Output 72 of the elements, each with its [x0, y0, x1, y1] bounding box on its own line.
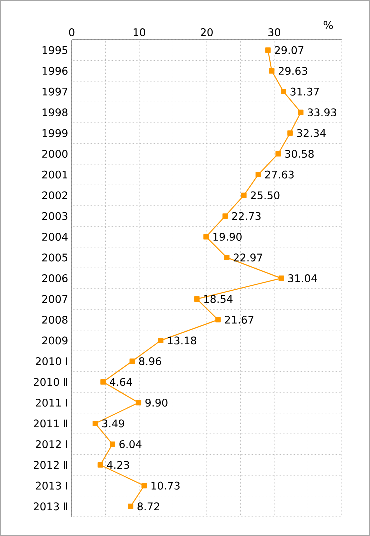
- point: [241, 192, 247, 198]
- data-label: 8.72: [138, 502, 160, 511]
- point: [98, 462, 104, 468]
- y-tick-label: 2010 Ⅰ: [36, 357, 68, 366]
- y-tick-label: 2013 Ⅱ: [34, 502, 68, 511]
- point: [281, 89, 286, 95]
- data-label: 27.63: [265, 170, 294, 179]
- point: [194, 296, 200, 302]
- data-label: 6.04: [120, 440, 142, 448]
- y-tick-label: 2002: [42, 192, 68, 200]
- y-tick-label: 1999: [42, 129, 68, 138]
- y-tick-label: 2012 Ⅰ: [36, 440, 68, 448]
- point: [222, 214, 228, 219]
- x-tick-label: 30: [268, 28, 280, 36]
- y-tick-label: 2000: [42, 150, 68, 158]
- y-tick-label: 2011 Ⅱ: [34, 420, 68, 428]
- y-tick-label: 2013 Ⅰ: [36, 482, 68, 490]
- point: [298, 110, 304, 116]
- y-tick-label: 1996: [42, 67, 68, 76]
- point: [110, 442, 116, 448]
- x-tick-label: 0: [69, 28, 75, 36]
- point: [266, 48, 271, 54]
- data-label: 32.34: [297, 129, 326, 138]
- data-label: 31.37: [290, 88, 320, 96]
- data-label: 22.97: [234, 254, 262, 262]
- data-label: 18.54: [204, 295, 233, 304]
- y-tick-label: 2001: [42, 170, 68, 179]
- point: [128, 504, 134, 510]
- point: [224, 255, 230, 260]
- data-label: 4.23: [107, 461, 130, 470]
- x-tick-label: 10: [134, 28, 146, 36]
- data-label: 13.18: [168, 336, 196, 345]
- data-label: 19.90: [214, 233, 242, 241]
- point: [269, 68, 275, 74]
- point: [136, 400, 142, 406]
- point: [204, 234, 210, 240]
- x-axis-title: %: [324, 21, 334, 30]
- data-label: 10.73: [152, 482, 180, 490]
- data-label: 31.04: [288, 274, 318, 282]
- y-tick-label: 2007: [42, 295, 68, 304]
- y-tick-label: 2009: [42, 336, 68, 345]
- y-tick-label: 2005: [42, 254, 68, 262]
- point: [256, 172, 262, 178]
- data-label: 3.49: [102, 420, 124, 428]
- point: [158, 338, 164, 344]
- data-label: 29.63: [278, 67, 308, 76]
- point: [276, 151, 282, 157]
- y-tick-label: 2004: [42, 233, 68, 241]
- data-label: 22.73: [232, 212, 261, 220]
- y-tick-label: 1997: [42, 88, 68, 96]
- y-tick-label: 2006: [42, 274, 68, 282]
- data-label: 30.58: [285, 150, 314, 158]
- data-label: 8.96: [139, 357, 162, 366]
- data-label: 9.90: [146, 398, 168, 407]
- data-label: 29.07: [275, 46, 304, 54]
- y-tick-label: 2003: [42, 212, 68, 220]
- y-tick-label: 2011 Ⅰ: [36, 398, 68, 407]
- point: [100, 380, 106, 385]
- point: [142, 483, 148, 489]
- y-tick-label: 1995: [42, 46, 68, 54]
- data-label: 25.50: [251, 192, 280, 200]
- data-label: 33.93: [308, 108, 336, 117]
- y-tick-label: 2008: [42, 316, 68, 324]
- x-tick-label: 20: [201, 28, 213, 36]
- y-tick-label: 1998: [42, 108, 68, 117]
- point: [92, 420, 98, 426]
- data-label: 21.67: [225, 316, 254, 324]
- data-label: 4.64: [110, 378, 132, 386]
- point: [216, 317, 221, 323]
- point: [288, 130, 293, 136]
- y-tick-label: 2012 Ⅱ: [34, 461, 68, 470]
- y-tick-label: 2010 Ⅱ: [34, 378, 68, 386]
